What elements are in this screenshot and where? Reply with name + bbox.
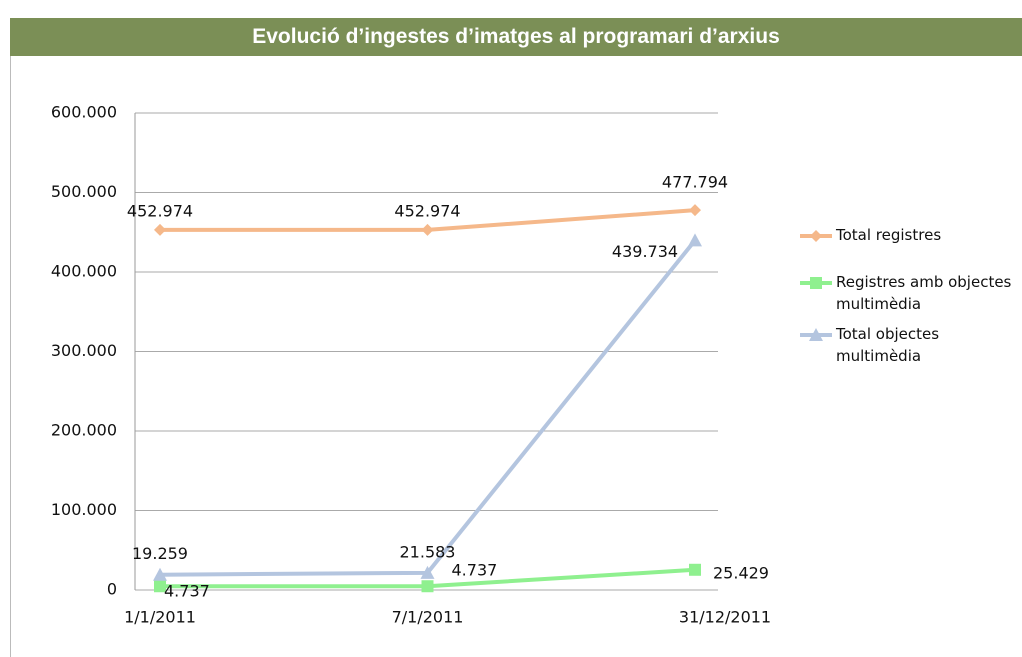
marker: [421, 580, 434, 593]
marker: [810, 277, 822, 289]
frame-border: [10, 56, 11, 657]
data-label: 477.794: [662, 173, 728, 192]
y-tick-label: 200.000: [51, 421, 117, 440]
y-tick-label: 100.000: [51, 500, 117, 519]
data-label: 439.734: [612, 242, 678, 261]
y-tick-label: 600.000: [51, 103, 117, 122]
data-label: 19.259: [132, 544, 188, 563]
data-label: 452.974: [394, 201, 460, 220]
marker: [421, 223, 434, 236]
marker: [689, 204, 701, 217]
x-tick-label: 1/1/2011: [124, 608, 196, 627]
marker: [689, 563, 701, 576]
marker: [810, 230, 822, 242]
marker: [809, 328, 823, 341]
x-tick-label: 7/1/2011: [392, 608, 464, 627]
y-tick-label: 0: [107, 580, 117, 599]
data-label: 21.583: [400, 542, 456, 561]
legend-label: Total objectes multimèdia: [836, 325, 940, 365]
data-label: 25.429: [713, 563, 769, 582]
y-tick-label: 500.000: [51, 182, 117, 201]
marker: [154, 580, 166, 593]
series-line: [159, 239, 697, 577]
y-tick-label: 400.000: [51, 262, 117, 281]
marker: [153, 567, 167, 581]
marker: [688, 233, 702, 247]
legend-label: Total registres: [836, 226, 942, 244]
marker: [154, 223, 166, 236]
marker: [420, 565, 435, 579]
legend-label: Registres amb objectes multimèdia: [836, 273, 1012, 313]
chart-title: Evolució d’ingestes d’imatges al program…: [10, 18, 1022, 56]
y-tick-label: 300.000: [51, 341, 117, 360]
data-label: 4.737: [164, 582, 210, 601]
x-tick-label: 31/12/2011: [679, 608, 771, 627]
data-label: 452.974: [127, 201, 193, 220]
data-label: 4.737: [452, 561, 498, 580]
